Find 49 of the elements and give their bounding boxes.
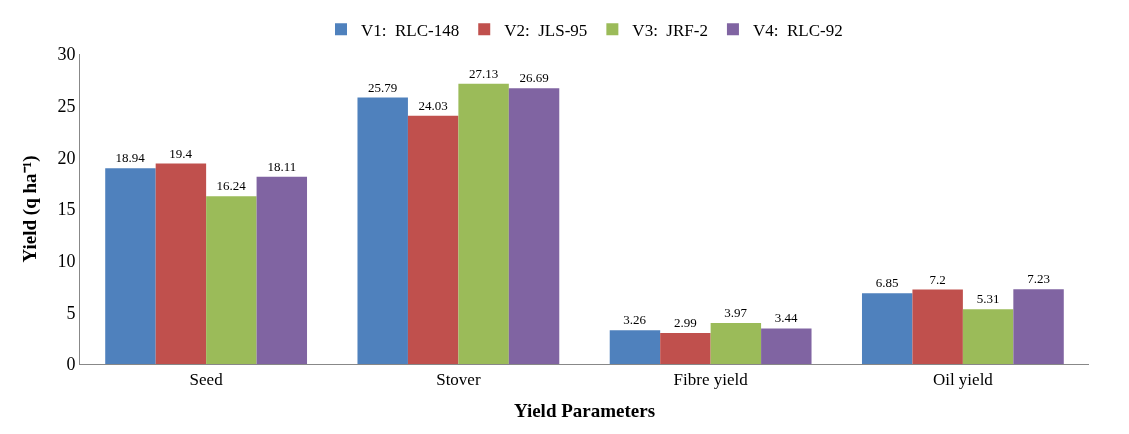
data-label: 19.4: [169, 145, 193, 161]
x-tick-label: Oil yield: [932, 370, 994, 390]
data-label: 2.99: [674, 315, 697, 331]
data-label: 24.03: [418, 97, 448, 113]
y-tick-label: 10: [57, 250, 76, 271]
x-tick-label: Seed: [189, 370, 224, 390]
x-axis-title: Yield Parameters: [513, 400, 656, 422]
bar: [155, 163, 207, 364]
data-label: 3.44: [774, 310, 798, 326]
y-axis-title: Yield (q ha⁻¹): [19, 155, 42, 263]
data-label: 16.24: [216, 178, 247, 194]
bar: [861, 293, 913, 364]
legend-label: V4: RLC-92: [752, 20, 843, 40]
data-label: 26.69: [519, 70, 549, 86]
bar: [710, 322, 762, 364]
bar: [761, 328, 812, 364]
bar: [105, 168, 156, 364]
y-tick-label: 15: [57, 199, 76, 220]
legend-label: V1: RLC-148: [361, 20, 460, 40]
bar: [256, 176, 308, 364]
bar: [357, 97, 408, 364]
data-label: 5.31: [976, 291, 1000, 307]
bar: [962, 309, 1014, 364]
data-label: 25.79: [368, 79, 398, 95]
bar: [609, 330, 661, 364]
data-label: 6.85: [875, 275, 899, 291]
y-tick-label: 0: [66, 354, 76, 375]
legend-label: V3: JRF-2: [632, 20, 708, 40]
bar: [407, 115, 459, 364]
bar: [912, 289, 963, 364]
x-tick-label: Fibre yield: [673, 370, 749, 390]
data-label: 18.11: [267, 158, 297, 174]
bar: [458, 83, 509, 364]
x-tick-label: Stover: [436, 370, 481, 390]
y-tick-label: 25: [57, 95, 76, 116]
data-label: 7.23: [1027, 271, 1050, 287]
bar: [1013, 289, 1064, 364]
data-label: 3.26: [623, 312, 647, 328]
legend-label: V2: JLS-95: [504, 20, 588, 40]
y-tick-label: 5: [66, 302, 76, 323]
bar: [508, 88, 560, 364]
data-label: 18.94: [115, 150, 146, 166]
bar: [206, 196, 257, 364]
data-label: 7.2: [929, 271, 946, 287]
y-tick-label: 20: [57, 147, 76, 168]
data-label: 27.13: [468, 65, 499, 81]
bar: [660, 333, 711, 364]
data-label: 3.97: [724, 304, 748, 320]
y-tick-label: 30: [57, 44, 76, 65]
